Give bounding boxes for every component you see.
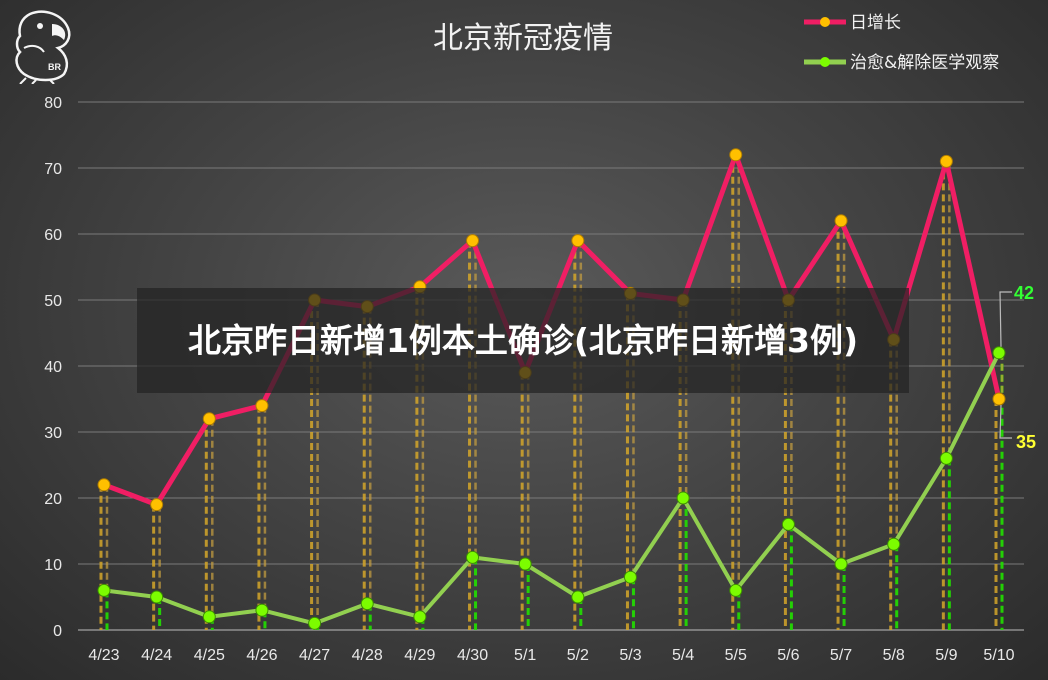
data-point-recovered <box>571 590 585 604</box>
y-tick-label: 50 <box>44 293 62 310</box>
data-point-recovered <box>676 491 690 505</box>
data-point-recovered <box>202 610 216 624</box>
y-tick-label: 30 <box>44 425 62 442</box>
data-point-recovered <box>834 557 848 571</box>
end-label-recovered: 42 <box>1014 283 1034 303</box>
y-tick-label: 60 <box>44 227 62 244</box>
y-tick-label: 40 <box>44 359 62 376</box>
data-point-recovered <box>992 346 1006 360</box>
legend-label-recovered: 治愈&解除医学观察 <box>850 53 999 73</box>
x-axis-ticks: 4/23 4/24 4/25 4/26 4/27 4/28 4/29 4/30 5/1 5/2 5/… <box>88 647 1014 664</box>
y-tick-label: 70 <box>44 161 62 178</box>
data-point-recovered <box>781 517 795 531</box>
x-tick-label: 4/23 <box>88 647 119 664</box>
legend-marker-recovered <box>820 57 830 67</box>
x-tick-label: 5/8 <box>883 647 905 664</box>
legend: 日增长 治愈&解除医学观察 <box>804 13 999 73</box>
data-point-recovered <box>939 451 953 465</box>
x-tick-label: 5/3 <box>619 647 641 664</box>
x-tick-label: 5/1 <box>514 647 536 664</box>
data-point-recovered <box>255 603 269 617</box>
data-point-recovered <box>308 616 322 630</box>
y-axis-ticks: 0 10 20 30 40 50 60 70 80 <box>44 95 62 640</box>
data-point-daily <box>729 148 743 162</box>
data-point-daily <box>939 154 953 168</box>
data-point-recovered <box>518 557 532 571</box>
data-point-daily <box>466 234 480 248</box>
headline-banner: 北京昨日新增1例本土确诊(北京昨日新增3例) <box>137 288 909 393</box>
end-labels: 35 42 <box>999 283 1036 452</box>
data-point-recovered <box>360 597 374 611</box>
data-point-recovered <box>413 610 427 624</box>
x-tick-label: 4/29 <box>404 647 435 664</box>
headline-text: 北京昨日新增1例本土确诊(北京昨日新增3例) <box>187 320 859 360</box>
data-point-recovered <box>466 550 480 564</box>
x-tick-label: 4/30 <box>457 647 488 664</box>
x-tick-label: 5/4 <box>672 647 694 664</box>
data-point-daily <box>202 412 216 426</box>
parrot-logo: BR <box>15 10 71 84</box>
x-tick-label: 5/2 <box>567 647 589 664</box>
end-label-daily: 35 <box>1016 432 1036 452</box>
x-tick-label: 4/27 <box>299 647 330 664</box>
data-point-daily <box>571 234 585 248</box>
x-tick-label: 5/6 <box>777 647 799 664</box>
end-label-bracket-daily <box>999 404 1012 439</box>
data-point-daily <box>150 498 164 512</box>
y-tick-label: 10 <box>44 557 62 574</box>
data-point-daily <box>97 478 111 492</box>
y-tick-label: 0 <box>53 623 62 640</box>
data-point-recovered <box>150 590 164 604</box>
x-tick-label: 4/28 <box>352 647 383 664</box>
series-line-recovered <box>103 351 1001 626</box>
x-tick-label: 4/24 <box>141 647 172 664</box>
x-tick-label: 5/9 <box>935 647 957 664</box>
data-point-recovered <box>623 570 637 584</box>
x-tick-label: 5/10 <box>983 647 1014 664</box>
data-point-daily <box>255 399 269 413</box>
x-tick-label: 5/7 <box>830 647 852 664</box>
data-point-recovered <box>97 583 111 597</box>
x-tick-label: 5/5 <box>725 647 747 664</box>
y-tick-label: 80 <box>44 95 62 112</box>
data-point-recovered <box>887 537 901 551</box>
data-point-daily <box>992 392 1006 406</box>
x-tick-label: 4/25 <box>194 647 225 664</box>
legend-label-daily: 日增长 <box>850 13 901 33</box>
end-label-bracket-recovered <box>999 291 1012 347</box>
y-tick-label: 20 <box>44 491 62 508</box>
chart-title: 北京新冠疫情 <box>433 21 613 56</box>
x-tick-label: 4/26 <box>246 647 277 664</box>
data-point-daily <box>834 214 848 228</box>
legend-marker-daily <box>820 17 830 27</box>
data-point-recovered <box>729 583 743 597</box>
logo-text: BR <box>48 62 61 72</box>
